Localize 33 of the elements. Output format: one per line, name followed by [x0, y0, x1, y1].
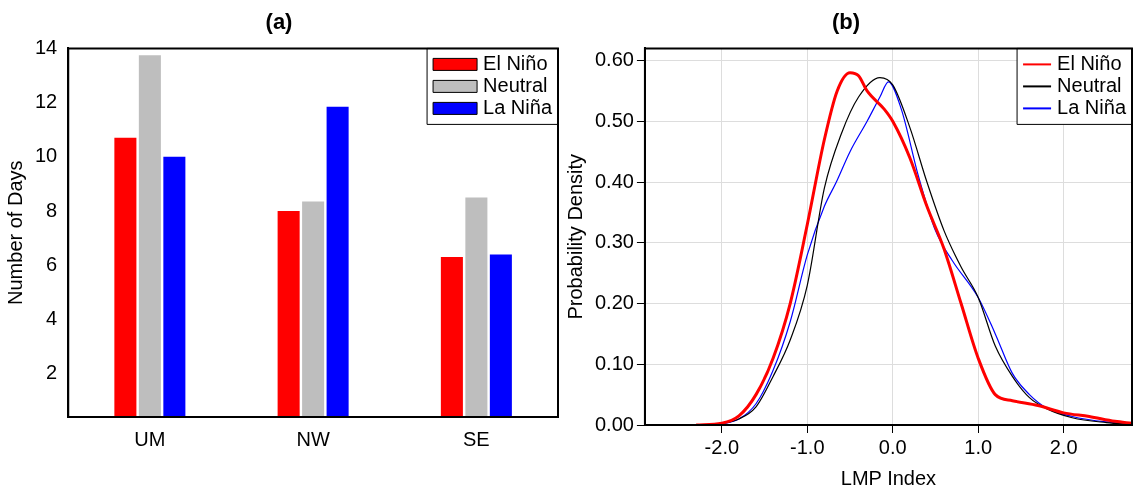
x-tick-label: -1.0	[790, 435, 825, 458]
legend-label: Neutral	[1057, 73, 1122, 96]
x-tick-label: 1.0	[964, 435, 993, 458]
x-tick-label: -2.0	[704, 435, 740, 458]
y-axis-title: Probability Density	[563, 153, 586, 320]
y-tick-label: 12	[35, 90, 58, 113]
x-tick-label: 2.0	[1049, 435, 1078, 458]
legend-label: La Niña	[483, 95, 553, 118]
y-axis-title: Number of Days	[3, 160, 26, 305]
y-tick-label: 4	[46, 306, 58, 329]
y-tick-label: 0.20	[594, 291, 634, 314]
y-tick-label: 0.10	[594, 351, 634, 374]
legend-label: El Niño	[1057, 51, 1122, 74]
y-tick-label: 0.60	[594, 48, 634, 71]
x-tick-label: 0.0	[878, 435, 907, 458]
y-tick-label: 0.00	[594, 412, 634, 435]
y-tick-label: 6	[46, 252, 58, 275]
y-tick-label: 2	[46, 361, 58, 384]
legend-label: El Niño	[483, 51, 548, 74]
y-tick-label: 14	[35, 35, 58, 58]
y-tick-label: 8	[46, 198, 58, 221]
legend-label: Neutral	[483, 73, 548, 96]
y-tick-label: 0.40	[594, 169, 634, 192]
y-tick-label: 0.30	[594, 230, 634, 253]
x-tick-label: UM	[134, 427, 166, 450]
x-tick-label: NW	[296, 427, 330, 450]
x-tick-label: SE	[463, 427, 490, 450]
chart-title: (a)	[265, 9, 293, 35]
legend-label: La Niña	[1057, 95, 1127, 118]
x-axis-title: LMP Index	[840, 466, 937, 489]
chart-title: (b)	[831, 9, 861, 35]
y-tick-label: 0.50	[594, 108, 634, 131]
y-tick-label: 10	[35, 144, 58, 167]
